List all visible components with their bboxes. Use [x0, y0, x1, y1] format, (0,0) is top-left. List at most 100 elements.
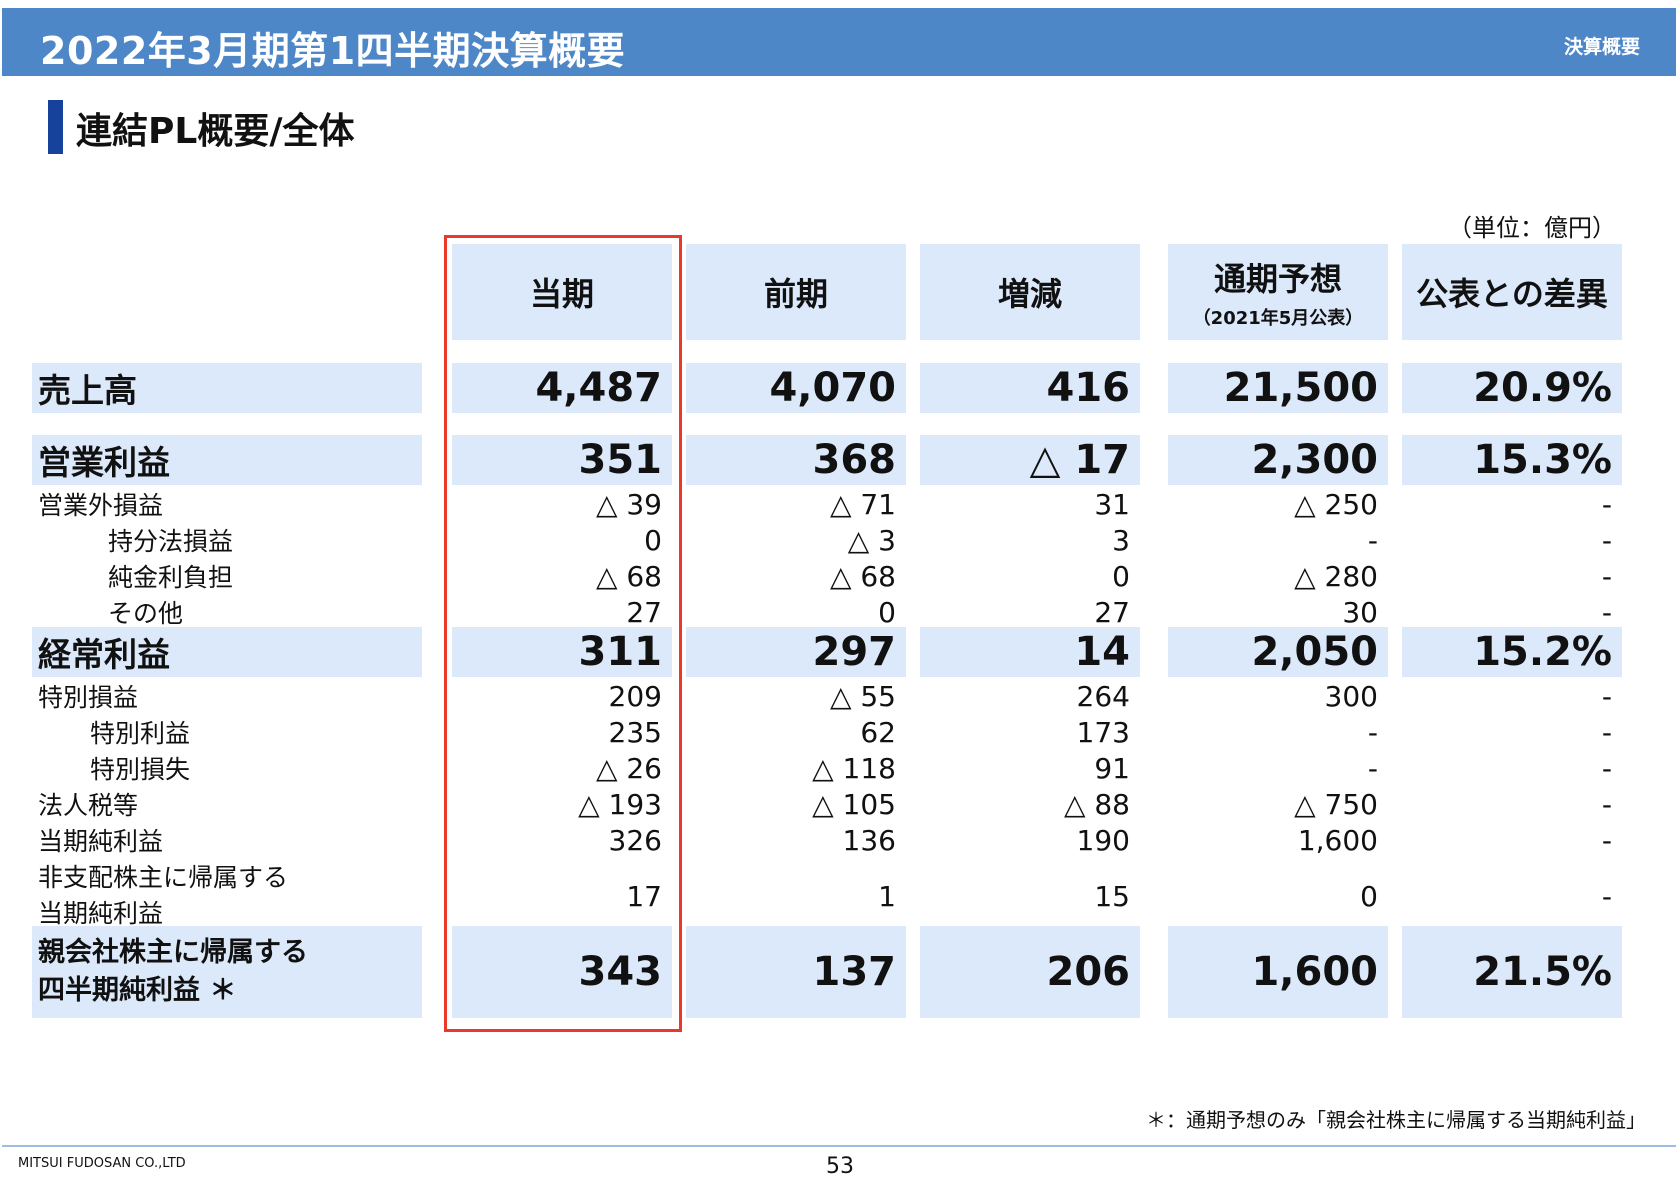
- section-accent-bar: [48, 100, 63, 154]
- table-cell: 15.3%: [1402, 435, 1622, 485]
- column-header-label: 増減: [997, 275, 1062, 313]
- table-cell: △ 55: [829, 679, 896, 713]
- table-cell: △ 250: [1294, 487, 1378, 521]
- row-label: 経常利益: [32, 627, 422, 677]
- table-cell: 1: [878, 879, 896, 913]
- table-cell: -: [1367, 715, 1378, 749]
- table-cell: 136: [842, 823, 896, 857]
- table-cell: 30: [1342, 595, 1378, 629]
- table-cell: 264: [1076, 679, 1130, 713]
- table-cell: 209: [608, 679, 662, 713]
- row-label: 親会社株主に帰属する 四半期純利益 ＊: [32, 926, 422, 1018]
- table-cell: -: [1601, 751, 1612, 785]
- footer-divider: [2, 1145, 1676, 1147]
- row-label-text-line2: 当期純利益: [38, 899, 164, 928]
- table-cell: 297: [686, 627, 906, 677]
- table-cell: 0: [1360, 879, 1378, 913]
- table-cell: 1,600: [1168, 926, 1388, 1018]
- table-cell: △ 17: [920, 435, 1140, 485]
- table-cell: △ 750: [1294, 787, 1378, 821]
- table-cell: 15: [1094, 879, 1130, 913]
- table-cell: △ 88: [1063, 787, 1130, 821]
- table-cell: -: [1601, 823, 1612, 857]
- row-label-text: その他: [108, 599, 184, 628]
- table-cell: 27: [1094, 595, 1130, 629]
- section-title: 連結PL概要/全体: [76, 111, 355, 152]
- current-period-highlight-box: [444, 235, 682, 1032]
- row-label-text: 特別損失: [90, 755, 191, 784]
- column-header-sublabel: （2021年5月公表）: [1192, 308, 1364, 329]
- table-cell: -: [1601, 879, 1612, 913]
- column-header-label: 前期: [763, 275, 828, 313]
- column-header: 増減: [920, 244, 1140, 340]
- row-label: 売上高: [32, 363, 422, 413]
- table-cell: 416: [920, 363, 1140, 413]
- slide-title: 2022年3月期第1四半期決算概要: [40, 29, 626, 73]
- table-cell: -: [1601, 787, 1612, 821]
- row-label-text-line2: 四半期純利益 ＊: [38, 975, 237, 1006]
- table-cell: △ 39: [595, 487, 662, 521]
- column-header-label: 通期予想: [1213, 260, 1342, 298]
- table-cell: 31: [1094, 487, 1130, 521]
- table-cell: -: [1601, 679, 1612, 713]
- row-label: 法人税等: [32, 786, 422, 822]
- table-cell: △ 68: [829, 559, 896, 593]
- table-cell: △ 105: [812, 787, 896, 821]
- table-cell: 0: [1112, 559, 1130, 593]
- row-label-text: 経常利益: [38, 635, 170, 674]
- table-cell: 3: [1112, 523, 1130, 557]
- table-cell: 311: [452, 627, 672, 677]
- table-cell: 351: [452, 435, 672, 485]
- row-label: 営業外損益: [32, 486, 422, 522]
- table-cell: 62: [860, 715, 896, 749]
- row-label-text: 法人税等: [38, 791, 139, 820]
- row-label-text: 純金利負担: [108, 563, 234, 592]
- table-cell: 190: [1076, 823, 1130, 857]
- table-cell: 343: [452, 926, 672, 1018]
- table-cell: 2,300: [1168, 435, 1388, 485]
- row-label-text: 営業利益: [38, 443, 170, 482]
- table-cell: 2,050: [1168, 627, 1388, 677]
- column-header-label: 当期: [529, 275, 594, 313]
- row-label-text: 親会社株主に帰属する: [38, 937, 308, 968]
- column-header: 前期: [686, 244, 906, 340]
- header-bar: 2022年3月期第1四半期決算概要 決算概要: [2, 8, 1676, 76]
- table-cell: 17: [626, 879, 662, 913]
- row-label: 当期純利益: [32, 822, 422, 858]
- table-cell: -: [1601, 715, 1612, 749]
- row-label-text: 売上高: [38, 371, 137, 410]
- page-number: 53: [826, 1154, 854, 1179]
- table-cell: 20.9%: [1402, 363, 1622, 413]
- table-cell: 1,600: [1297, 823, 1378, 857]
- table-cell: -: [1601, 595, 1612, 629]
- table-cell: 368: [686, 435, 906, 485]
- table-cell: 0: [878, 595, 896, 629]
- section-tag: 決算概要: [1563, 36, 1640, 58]
- table-cell: -: [1601, 487, 1612, 521]
- row-label: 持分法損益: [32, 522, 422, 558]
- table-cell: 300: [1324, 679, 1378, 713]
- row-label-text: 特別利益: [90, 719, 191, 748]
- table-cell: -: [1367, 751, 1378, 785]
- column-header: 通期予想 （2021年5月公表）: [1168, 244, 1388, 340]
- table-cell: 137: [686, 926, 906, 1018]
- table-cell: △ 193: [578, 787, 662, 821]
- table-cell: △ 68: [595, 559, 662, 593]
- row-label-text: 非支配株主に帰属する: [38, 863, 289, 892]
- row-label: 純金利負担: [32, 558, 422, 594]
- column-header: 公表との差異: [1402, 244, 1622, 340]
- table-cell: 21,500: [1168, 363, 1388, 413]
- table-cell: △ 118: [812, 751, 896, 785]
- table-cell: 14: [920, 627, 1140, 677]
- row-label-text: 持分法損益: [108, 527, 234, 556]
- row-label-text: 当期純利益: [38, 827, 164, 856]
- company-name: MITSUI FUDOSAN CO.,LTD: [18, 1156, 186, 1171]
- table-cell: 235: [608, 715, 662, 749]
- table-cell: 4,487: [452, 363, 672, 413]
- row-label: その他: [32, 594, 422, 630]
- table-cell: -: [1367, 523, 1378, 557]
- table-cell: 21.5%: [1402, 926, 1622, 1018]
- table-cell: △ 71: [829, 487, 896, 521]
- table-cell: △ 3: [847, 523, 896, 557]
- row-label: 特別利益: [32, 714, 422, 750]
